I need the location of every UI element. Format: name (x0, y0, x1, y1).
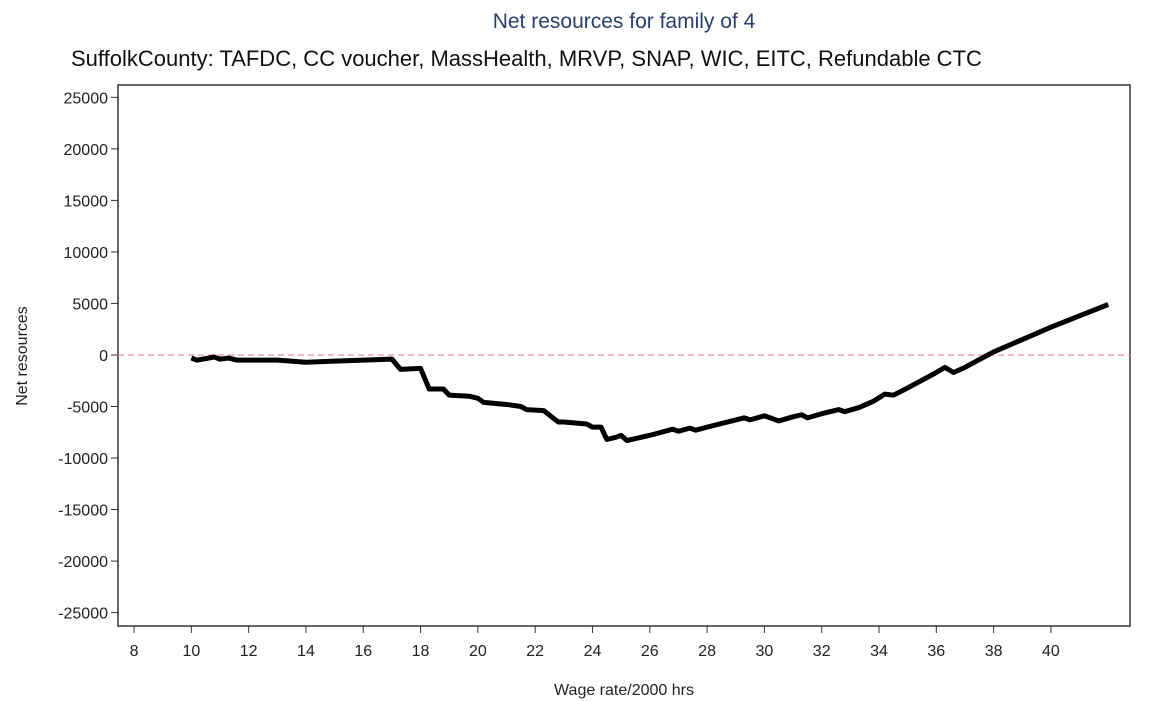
y-tick-label: -10000 (58, 451, 108, 468)
y-tick-label: 25000 (64, 90, 109, 107)
x-tick-label: 26 (641, 643, 659, 660)
data-line (190, 302, 1110, 444)
x-tick-label: 20 (469, 643, 487, 660)
y-tick-label: -20000 (58, 554, 108, 571)
x-tick-label: 30 (755, 643, 773, 660)
x-tick-label: 8 (130, 643, 139, 660)
x-tick-label: 34 (870, 643, 888, 660)
y-tick-label: 0 (99, 348, 108, 365)
chart-subtitle: SuffolkCounty: TAFDC, CC voucher, MassHe… (71, 46, 982, 71)
x-tick-label: 16 (354, 643, 372, 660)
chart-title: Net resources for family of 4 (493, 10, 756, 33)
x-tick-label: 12 (240, 643, 258, 660)
x-tick-label: 14 (297, 643, 315, 660)
x-tick-label: 36 (927, 643, 945, 660)
x-tick-label: 18 (412, 643, 430, 660)
x-tick-label: 24 (584, 643, 602, 660)
x-tick-label: 28 (698, 643, 716, 660)
y-tick-label: 15000 (64, 193, 109, 210)
y-tick-label: -5000 (67, 400, 108, 417)
y-tick-label: 5000 (72, 296, 108, 313)
y-tick-label: -25000 (58, 606, 108, 623)
x-tick-label: 40 (1042, 643, 1060, 660)
x-tick-label: 32 (813, 643, 831, 660)
y-tick-label: 10000 (64, 245, 109, 262)
y-tick-label: 20000 (64, 142, 109, 159)
y-axis-label: Net resources (14, 306, 31, 406)
x-axis-label: Wage rate/2000 hrs (554, 682, 694, 699)
x-tick-label: 10 (182, 643, 200, 660)
y-tick-label: -15000 (58, 503, 108, 520)
x-tick-label: 38 (985, 643, 1003, 660)
x-tick-label: 22 (526, 643, 544, 660)
